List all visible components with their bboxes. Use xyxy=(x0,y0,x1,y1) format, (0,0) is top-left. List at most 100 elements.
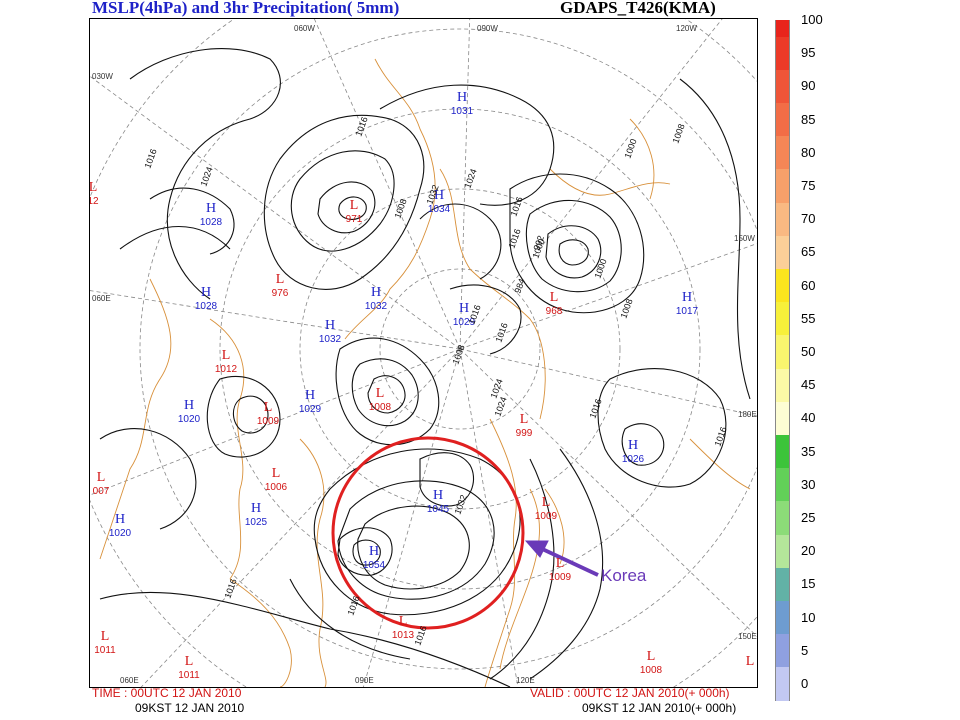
map-title: MSLP(4hPa) and 3hr Precipitation( 5mm) xyxy=(92,0,400,17)
pressure-value: 1028 xyxy=(195,301,218,312)
colorbar-cell xyxy=(775,20,790,37)
isobar-label: 1008 xyxy=(618,297,634,319)
pressure-value: 1008 xyxy=(640,665,663,676)
colorbar-cell xyxy=(775,634,790,668)
colorbar-label: 15 xyxy=(801,576,816,592)
pressure-value: 1020 xyxy=(109,528,132,539)
pressure-value: 1054 xyxy=(363,560,386,571)
colorbar-label: 70 xyxy=(801,211,816,227)
pressure-value: 1025 xyxy=(245,517,268,528)
pressure-value: 1009 xyxy=(535,511,558,522)
valid-label: VALID : 00UTC 12 JAN 2010(+ 000h) xyxy=(530,686,730,700)
low-center-symbol: L xyxy=(550,290,559,305)
isobars xyxy=(99,48,751,687)
high-center-symbol: H xyxy=(457,90,467,105)
colorbar-cell xyxy=(775,202,790,236)
pressure-value: 1012 xyxy=(215,364,238,375)
high-center-symbol: H xyxy=(325,318,335,333)
high-center-symbol: H xyxy=(628,438,638,453)
weather-map: H 1031 H 1028 H 1034 H 1028 H 1032 H 1032 H 1029 H 1017… xyxy=(89,18,758,688)
time-label: TIME : 00UTC 12 JAN 2010 xyxy=(92,686,242,700)
colorbar-label: 50 xyxy=(801,344,816,359)
pressure-value: 968 xyxy=(546,306,563,317)
low-center-symbol: L xyxy=(542,495,551,510)
low-center-symbol: L xyxy=(272,466,281,481)
colorbar-label: 45 xyxy=(801,377,816,393)
graticule-label: 090E xyxy=(355,676,374,685)
pressure-value: 1028 xyxy=(200,217,223,228)
pressure-value: 1029 xyxy=(453,317,476,328)
graticule-label: 120W xyxy=(676,24,697,33)
graticule-label: 090W xyxy=(477,24,498,33)
colorbar-cell xyxy=(775,103,790,137)
pressure-value: 1020 xyxy=(178,414,201,425)
colorbar-cell xyxy=(775,302,790,336)
isobar-label: 1016 xyxy=(353,115,369,137)
colorbar-label: 65 xyxy=(801,244,816,260)
pressure-value: 1034 xyxy=(428,204,451,215)
pressure-value: 976 xyxy=(272,288,289,299)
colorbar-label: 35 xyxy=(801,443,816,459)
pressure-value: 1013 xyxy=(392,630,415,641)
pressure-value: 1017 xyxy=(676,306,699,317)
colorbar-label: 75 xyxy=(801,178,816,193)
colorbar-cell xyxy=(775,667,790,701)
colorbar-cell xyxy=(775,36,790,70)
colorbar-cell xyxy=(775,169,790,203)
colorbar-label: 60 xyxy=(801,277,816,293)
low-center-symbol: L xyxy=(276,272,285,287)
isobar-label: 1024 xyxy=(198,165,214,187)
pressure-centers: H1031H1028H1034H1028H1032H1032H1029H1017… xyxy=(90,24,757,685)
colorbar-label: 95 xyxy=(801,45,816,61)
high-center-symbol: H xyxy=(206,201,216,216)
colorbar-cell xyxy=(775,435,790,469)
isobar-label: 1016 xyxy=(587,397,603,419)
colorbar-label: 90 xyxy=(801,78,816,94)
pressure-value: 1009 xyxy=(257,416,280,427)
graticule-label: 180E xyxy=(738,410,757,419)
graticule-label: 120E xyxy=(516,676,535,685)
graticule-label: 030W xyxy=(92,72,113,81)
kst-label-right: 09KST 12 JAN 2010(+ 000h) xyxy=(582,701,737,715)
graticule xyxy=(90,19,757,687)
colorbar-cell xyxy=(775,534,790,568)
colorbar-label: 20 xyxy=(801,543,816,559)
colorbar-cell xyxy=(775,601,790,635)
colorbar-cell xyxy=(775,368,790,402)
graticule-label: 060W xyxy=(294,24,315,33)
isobar-label: 984 xyxy=(512,277,527,295)
low-center-symbol: L xyxy=(97,470,106,485)
colorbar-label: 25 xyxy=(801,510,816,525)
colorbar-label: 55 xyxy=(801,310,816,326)
high-center-symbol: H xyxy=(251,501,261,516)
korea-label: Korea xyxy=(601,566,647,585)
colorbar-cell xyxy=(775,567,790,601)
model-name: GDAPS_T426(KMA) xyxy=(560,0,716,17)
colorbar-cell xyxy=(775,501,790,535)
isobar-label: 1008 xyxy=(450,343,466,365)
low-center-symbol: L xyxy=(746,654,755,669)
colorbar-label: 85 xyxy=(801,111,816,127)
high-center-symbol: H xyxy=(184,398,194,413)
graticule-label: 060E xyxy=(92,294,111,303)
low-center-symbol: L xyxy=(520,412,529,427)
low-center-symbol: L xyxy=(399,614,408,629)
high-center-symbol: H xyxy=(459,301,469,316)
high-center-symbol: H xyxy=(369,544,379,559)
highlight-circle xyxy=(331,436,525,630)
colorbar-label: 5 xyxy=(801,642,809,658)
isobar-label: 1000 xyxy=(592,257,608,279)
pressure-value: 971 xyxy=(346,214,363,225)
low-center-symbol: L xyxy=(222,348,231,363)
pressure-value: 1011 xyxy=(94,645,116,656)
pressure-value: 1032 xyxy=(319,334,342,345)
isobar-label: 992 xyxy=(531,234,546,252)
isobar-label: 1016 xyxy=(222,577,238,599)
precip-colorbar: 100 95 90 85 80 75 70 65 60 55 50 45 40 35 30 25 20 15 10 5… xyxy=(772,12,832,701)
graticule-label: 150W xyxy=(734,234,755,243)
pressure-value: 1032 xyxy=(365,301,388,312)
kst-label-left: 09KST 12 JAN 2010 xyxy=(135,701,245,715)
coastlines xyxy=(99,58,751,687)
colorbar-label: 30 xyxy=(801,476,816,492)
low-center-symbol: L xyxy=(101,629,110,644)
